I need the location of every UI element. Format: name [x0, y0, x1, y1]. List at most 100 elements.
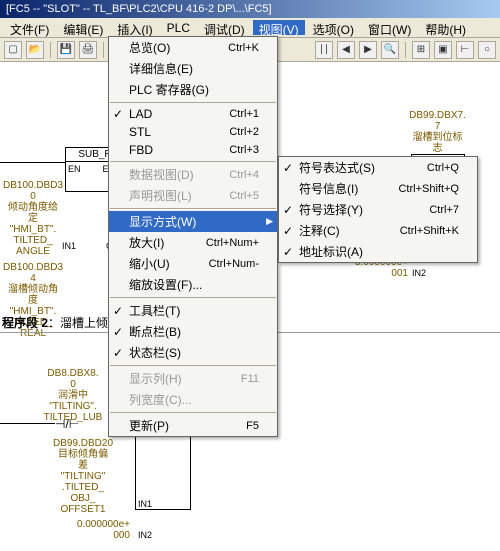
menu-edit[interactable]: 编辑(E)	[57, 20, 109, 35]
tb-contact-icon[interactable]: ⊢	[456, 41, 474, 59]
seg-prefix: 程序段 2	[2, 316, 48, 330]
menu-bar[interactable]: 文件(F) 编辑(E) 插入(I) PLC 调试(D) 视图(V) 选项(O) …	[0, 18, 500, 38]
menu-item[interactable]: 符号信息(I)Ctrl+Shift+Q	[279, 178, 477, 199]
menu-item-label: 数据视图(D)	[129, 166, 194, 183]
menu-item[interactable]: ✓符号选择(Y)Ctrl+7	[279, 199, 477, 220]
menu-item[interactable]: ✓注释(C)Ctrl+Shift+K	[279, 220, 477, 241]
menu-item[interactable]: ✓符号表达式(S)Ctrl+Q	[279, 157, 477, 178]
menu-item-label: STL	[129, 125, 151, 139]
menu-item-label: 显示方式(W)	[129, 213, 196, 230]
addr: DB99.DBX7. 7	[409, 110, 466, 132]
val: 0.000000e+ 000	[77, 519, 130, 541]
menu-item-label: 更新(P)	[129, 417, 169, 434]
display-mode-submenu[interactable]: ✓符号表达式(S)Ctrl+Q符号信息(I)Ctrl+Shift+Q✓符号选择(…	[278, 156, 478, 263]
var-db99-20: DB99.DBD20 目标倾角偏 差 "TILTING" .TILTED_ OB…	[48, 438, 118, 515]
menu-item-label: 状态栏(S)	[129, 344, 181, 361]
menu-item: 声明视图(L)Ctrl+5	[109, 185, 277, 206]
menu-item[interactable]: ✓地址标识(A)	[279, 241, 477, 262]
tb-nav-icon[interactable]: ∣∣	[315, 41, 333, 59]
menu-item-label: FBD	[129, 143, 153, 157]
menu-accel: F5	[226, 420, 259, 432]
menu-item-label: 放大(I)	[129, 234, 164, 251]
menu-accel: Ctrl+Num-	[189, 258, 259, 270]
menu-window[interactable]: 窗口(W)	[362, 20, 417, 35]
window-title: [FC5 -- "SLOT" -- TL_BF\PLC2\CPU 416-2 D…	[6, 3, 272, 15]
pin-in2: IN2	[412, 268, 426, 278]
menu-accel: Ctrl+1	[209, 108, 259, 120]
addr: DB8.DBX8. 0	[47, 368, 98, 390]
menu-item[interactable]: STLCtrl+2	[109, 123, 277, 141]
menu-accel: Ctrl+4	[209, 169, 259, 181]
sym: "TILTING" .TILTED_ OBJ_ OFFSET1	[60, 471, 105, 515]
pin-en: EN	[68, 164, 81, 174]
menu-plc[interactable]: PLC	[161, 20, 196, 35]
tb-new-icon[interactable]: ▢	[4, 41, 22, 59]
menu-item-label: 缩小(U)	[129, 255, 170, 272]
menu-item[interactable]: 总览(O)Ctrl+K	[109, 37, 277, 58]
tb-ladder-icon[interactable]: ⊞	[412, 41, 430, 59]
tb-sep	[50, 42, 51, 58]
addr: DB100.DBD3 4	[3, 262, 63, 284]
desc: 目标倾角偏 差	[58, 449, 108, 471]
desc: 润滑中	[58, 390, 88, 401]
menu-item-label: 符号选择(Y)	[299, 201, 363, 218]
var-db100-3: DB100.DBD3 0 倾动角度给 定 "HMI_BT". TILTED_ A…	[2, 180, 64, 257]
menu-item[interactable]: 缩小(U) Ctrl+Num-	[109, 253, 277, 274]
addr: DB99.DBD20	[53, 438, 113, 449]
menu-options[interactable]: 选项(O)	[307, 20, 360, 35]
desc: 倾动角度给 定	[8, 202, 58, 224]
menu-item[interactable]: ✓断点栏(B)	[109, 321, 277, 342]
menu-item-label: 工具栏(T)	[129, 302, 180, 319]
tb-print-icon[interactable]: 🖨	[79, 41, 97, 59]
view-menu[interactable]: 总览(O)Ctrl+K详细信息(E)PLC 寄存器(G)✓LADCtrl+1ST…	[108, 36, 278, 437]
tb-sep	[405, 42, 406, 58]
tb-next-icon[interactable]: ▶	[359, 41, 377, 59]
menu-item[interactable]: FBD Ctrl+3	[109, 141, 277, 159]
const-0: 0.000000e+ 000	[68, 519, 130, 541]
pin-in1: IN1	[62, 241, 76, 251]
tb-find-icon[interactable]: 🔍	[381, 41, 399, 59]
tb-open-icon[interactable]: 📂	[26, 41, 44, 59]
menu-insert[interactable]: 插入(I)	[111, 20, 158, 35]
menu-item: 列宽度(C)...	[109, 389, 277, 410]
tb-prev-icon[interactable]: ◀	[337, 41, 355, 59]
menu-item-label: 地址标识(A)	[299, 243, 363, 260]
menu-accel: Ctrl+Q	[407, 162, 459, 174]
menu-accel: Ctrl+3	[209, 144, 259, 156]
menu-item-label: 详细信息(E)	[129, 60, 193, 77]
menu-item[interactable]: 详细信息(E)	[109, 58, 277, 79]
desc: 溜槽倾动角 度	[8, 284, 58, 306]
menu-item-label: 总览(O)	[129, 39, 170, 56]
tb-save-icon[interactable]: 💾	[57, 41, 75, 59]
desc: 溜槽到位标 志	[413, 132, 463, 154]
menu-help[interactable]: 帮助(H)	[419, 20, 472, 35]
menu-item-label: PLC 寄存器(G)	[129, 81, 209, 98]
menu-item[interactable]: 显示方式(W)▶	[109, 211, 277, 232]
menu-item[interactable]: ✓工具栏(T)	[109, 300, 277, 321]
menu-file[interactable]: 文件(F)	[4, 20, 55, 35]
menu-item[interactable]: ✓状态栏(S)	[109, 342, 277, 363]
menu-item-label: LAD	[129, 107, 152, 121]
tb-block-icon[interactable]: ▣	[434, 41, 452, 59]
menu-item[interactable]: 更新(P) F5	[109, 415, 277, 436]
menu-item[interactable]: PLC 寄存器(G)	[109, 79, 277, 100]
sym: "HMI_BT". TILTED_ ANGLE	[10, 224, 57, 257]
menu-item: 数据视图(D) Ctrl+4	[109, 164, 277, 185]
title-bar: [FC5 -- "SLOT" -- TL_BF\PLC2\CPU 416-2 D…	[0, 0, 500, 18]
menu-accel: Ctrl+7	[409, 204, 459, 216]
menu-item[interactable]: 缩放设置(F)...	[109, 274, 277, 295]
menu-debug[interactable]: 调试(D)	[198, 20, 251, 35]
menu-item[interactable]: 放大(I) Ctrl+Num+	[109, 232, 277, 253]
menu-view[interactable]: 视图(V)	[253, 20, 305, 35]
contact-icon: ⊣/⊢	[55, 417, 79, 431]
menu-item-label: 显示列(H)	[129, 370, 182, 387]
menu-item-label: 声明视图(L)	[129, 187, 192, 204]
menu-item-label: 断点栏(B)	[129, 323, 181, 340]
menu-accel: Ctrl+Num+	[186, 237, 259, 249]
menu-item: 显示列(H)F11	[109, 368, 277, 389]
menu-item[interactable]: ✓LADCtrl+1	[109, 105, 277, 123]
tb-coil-icon[interactable]: ○	[478, 41, 496, 59]
menu-accel: Ctrl+Shift+Q	[378, 183, 459, 195]
pin-in2: IN2	[138, 530, 152, 540]
menu-item-label: 注释(C)	[299, 222, 340, 239]
